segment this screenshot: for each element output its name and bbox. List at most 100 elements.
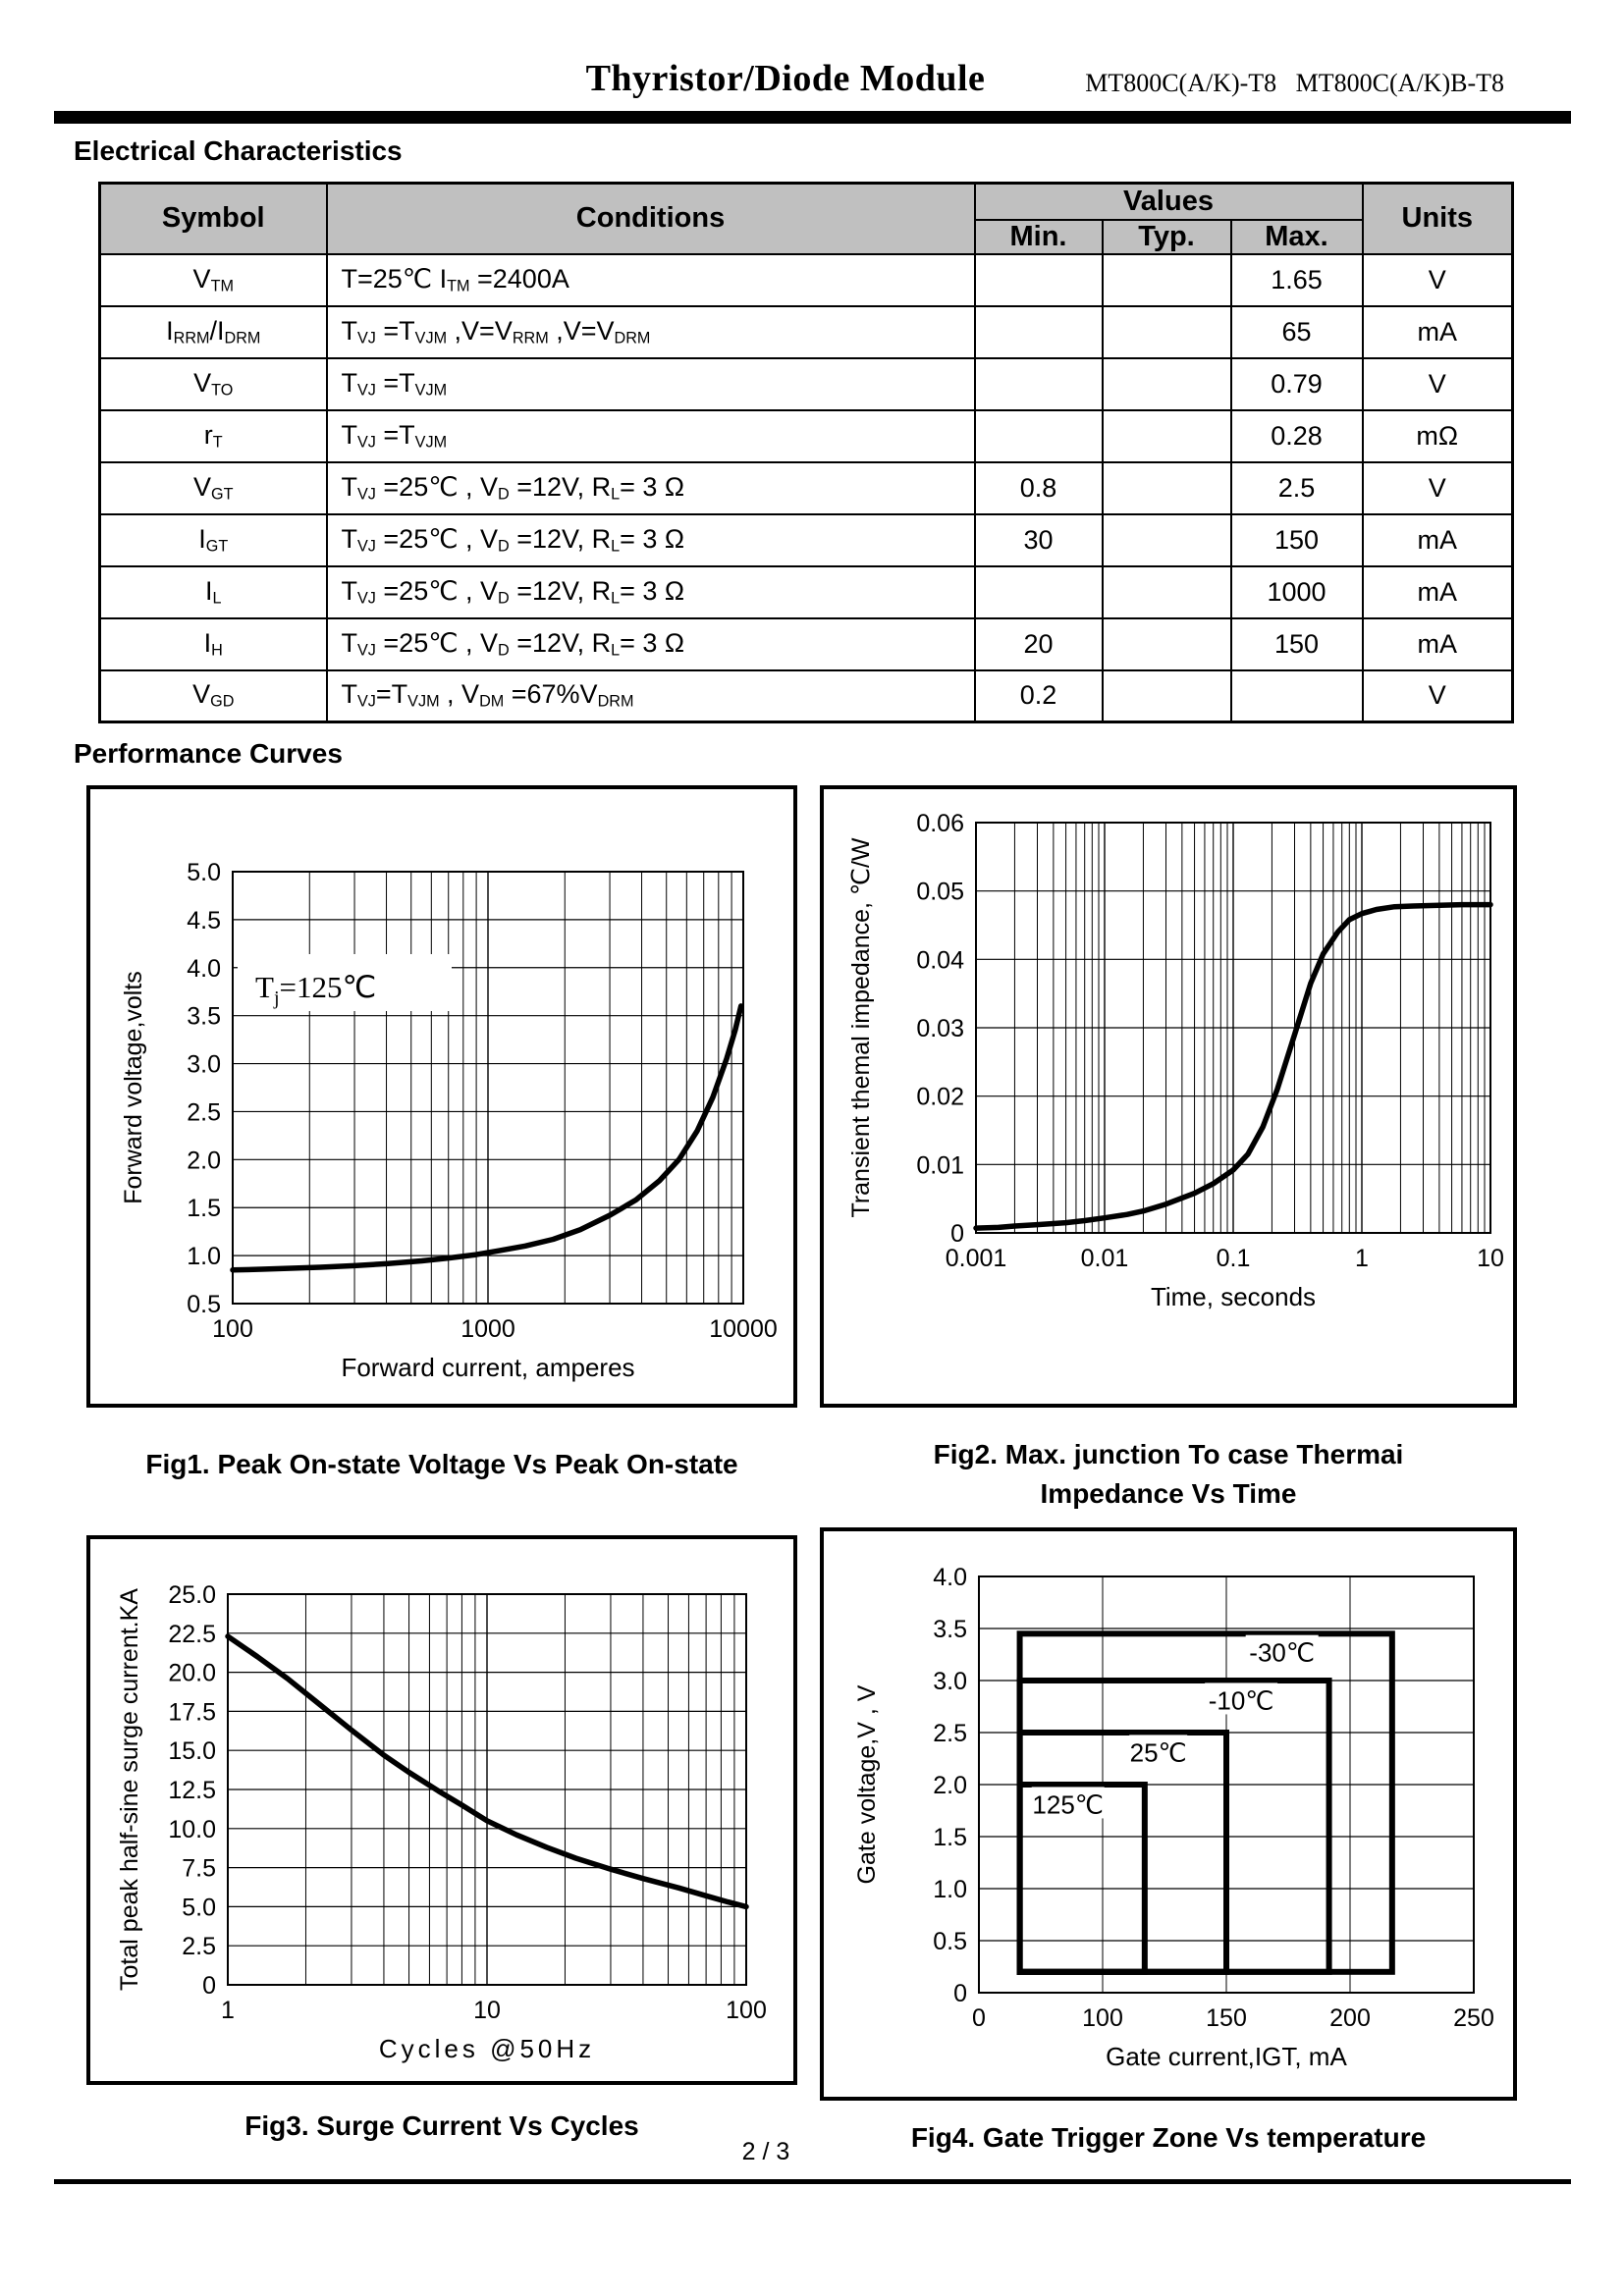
axis-tick-labels: 0.06 0.05 0.04 0.03 0.02 0.01 00.001 0.01 0.1 1 10 [916, 810, 1504, 1272]
cell-symbol: VTM [98, 252, 328, 307]
y-tick-label: 22.5 [168, 1621, 216, 1648]
table-row: IL TVJ =25℃ , VD =12V, RL= 3 Ω 1000 mA [98, 564, 1514, 619]
plot-border [975, 822, 1491, 1234]
zone-label-bg [1129, 1735, 1188, 1767]
y-tick-label: 5.0 [187, 859, 221, 886]
x-tick-label: 1 [221, 1997, 235, 2024]
annotation-bg [238, 954, 452, 1011]
electrical-characteristics-heading: Electrical Characteristics [74, 135, 403, 166]
table-row: rT TVJ =TVJM 0.28 mΩ [98, 408, 1514, 463]
y-tick-label: 12.5 [168, 1777, 216, 1804]
y-axis-label: Transient themal impedance, ℃/W [847, 837, 875, 1217]
cell-typ [1101, 668, 1232, 723]
y-tick-label: 10.0 [168, 1816, 216, 1843]
x-tick-label: 150 [1206, 2004, 1247, 2032]
zone-label-bg [1245, 1634, 1319, 1667]
cell-conditions: T=25℃ ITM =2400A [325, 252, 976, 307]
fig4-caption: Fig4. Gate Trigger Zone Vs temperature [910, 2122, 1427, 2153]
col-header-typ: Typ. [1101, 218, 1232, 255]
table-row: VTO TVJ =TVJM 0.79 V [98, 356, 1514, 411]
y-tick-label: 25.0 [168, 1581, 216, 1609]
y-tick-label: 0.02 [916, 1084, 964, 1111]
cell-symbol: VGT [98, 460, 328, 515]
table-row: VGD TVJ=TVJM , VDM =67%VDRM 0.2 V [98, 668, 1514, 723]
col-header-symbol: Symbol [98, 182, 328, 255]
x-tick-label: 0.01 [1081, 1245, 1129, 1272]
fig4-chart-box: -30℃ -10℃ 25℃ 125℃ 4.0 3.5 3.0 2.5 2.0 1.5 1.0 0.5 0… [820, 1527, 1517, 2101]
y-axis-label: Total peak half-sine surge current.KA [116, 1588, 143, 1991]
cell-min [973, 356, 1104, 411]
y-tick-label: 17.5 [168, 1698, 216, 1726]
cell-units: V [1361, 356, 1514, 411]
table-row: IGT TVJ =25℃ , VD =12V, RL= 3 Ω 30 150 mA [98, 512, 1514, 567]
cell-conditions: TVJ =25℃ , VD =12V, RL= 3 Ω [325, 616, 976, 671]
x-tick-label: 0.001 [946, 1245, 1007, 1272]
cell-typ [1101, 564, 1232, 619]
x-axis-label: Cycles @50Hz [379, 2034, 595, 2063]
col-header-conditions: Conditions [325, 182, 976, 255]
x-tick-label: 10 [1477, 1245, 1504, 1272]
y-tick-label: 4.5 [187, 907, 221, 934]
y-tick-label: 4.0 [187, 955, 221, 983]
cell-typ [1101, 252, 1232, 307]
y-tick-label: 0.06 [916, 810, 964, 837]
axis-tick-labels: 25.0 22.5 20.0 17.5 15.0 12.5 10.0 7.5 5.0 2.5 01 1… [168, 1581, 767, 2024]
table-row: IH TVJ =25℃ , VD =12V, RL= 3 Ω 20 150 mA [98, 616, 1514, 671]
y-tick-label: 0 [953, 1980, 967, 2007]
cell-conditions: TVJ=TVJM , VDM =67%VDRM [325, 668, 976, 723]
page-number: 2 / 3 [741, 2138, 790, 2165]
footer-rule [54, 2179, 1571, 2184]
cell-conditions: TVJ =TVJM [325, 356, 976, 411]
y-tick-label: 0.5 [933, 1928, 967, 1955]
y-tick-label: 1.5 [933, 1824, 967, 1851]
cell-min [973, 408, 1104, 463]
cell-min [973, 564, 1104, 619]
y-tick-label: 0.03 [916, 1015, 964, 1042]
cell-conditions: TVJ =25℃ , VD =12V, RL= 3 Ω [325, 564, 976, 619]
header-rule [54, 111, 1571, 124]
cell-typ [1101, 512, 1232, 567]
y-axis-label: Forward voltage,volts [120, 971, 147, 1204]
table-body: VTM T=25℃ ITM =2400A 1.65 V IRRM/IDRM TVJ =TV… [98, 252, 1514, 723]
cell-typ [1101, 460, 1232, 515]
cell-max [1229, 668, 1364, 723]
x-axis-label: Time, seconds [1151, 1282, 1316, 1311]
x-tick-label: 100 [212, 1315, 253, 1343]
y-tick-label: 4.0 [933, 1564, 967, 1591]
cell-symbol: IL [98, 564, 328, 619]
cell-symbol: rT [98, 408, 328, 463]
cell-units: V [1361, 668, 1514, 723]
plot-grid [233, 872, 743, 1304]
fig3-plot: 25.0 22.5 20.0 17.5 15.0 12.5 10.0 7.5 5.0 2.5 01 1… [116, 1581, 767, 2063]
cell-conditions: TVJ =25℃ , VD =12V, RL= 3 Ω [325, 512, 976, 567]
zone-label: -10℃ [1209, 1685, 1274, 1715]
cell-typ [1101, 616, 1232, 671]
axis-tick-labels: 4.0 3.5 3.0 2.5 2.0 1.5 1.0 0.5 00 100 150 200 250 [933, 1564, 1494, 2032]
cell-units: mA [1361, 304, 1514, 359]
electrical-characteristics-table: Symbol Conditions Values Units Min. Typ.… [98, 182, 1515, 723]
cell-max: 150 [1229, 512, 1364, 567]
x-tick-label: 100 [1082, 2004, 1123, 2032]
plot-grid [976, 823, 1490, 1233]
cell-symbol: IH [98, 616, 328, 671]
cell-min: 30 [973, 512, 1104, 567]
zone-rect [1016, 1678, 1332, 1975]
fig1-chart-box: Tj=125℃ 5.0 4.5 4.0 3.5 3.0 2.5 2.0 1.5 1.0 0.5 100… [86, 785, 797, 1408]
x-tick-label: 0 [972, 2004, 986, 2032]
cell-max: 1000 [1229, 564, 1364, 619]
x-tick-label: 100 [726, 1997, 767, 2024]
x-tick-label: 10 [473, 1997, 501, 2024]
zone-label-bg [1205, 1682, 1278, 1715]
zone-rect [1016, 1730, 1229, 1975]
cell-max: 0.28 [1229, 408, 1364, 463]
cell-max: 1.65 [1229, 252, 1364, 307]
col-header-max: Max. [1229, 218, 1364, 255]
cell-symbol: VTO [98, 356, 328, 411]
y-tick-label: 0 [950, 1220, 964, 1248]
cell-conditions: TVJ =TVJM ,V=VRRM ,V=VDRM [325, 304, 976, 359]
y-tick-label: 0.05 [916, 879, 964, 906]
x-tick-label: 1 [1355, 1245, 1369, 1272]
y-tick-label: 1.0 [187, 1243, 221, 1270]
